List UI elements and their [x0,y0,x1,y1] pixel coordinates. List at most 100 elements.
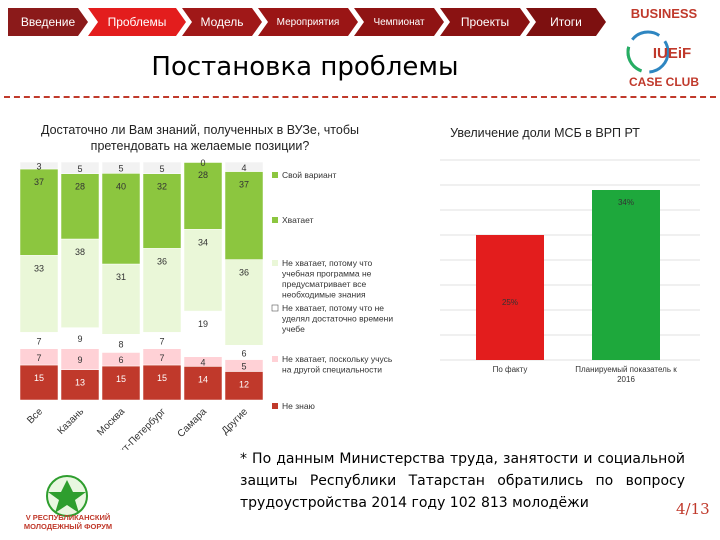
nav-problems[interactable]: Проблемы [88,8,186,36]
stacked-segment [19,161,59,170]
bar-category-label: По факту [493,365,528,374]
legend-label: Не хватает, потому что не уделял достаточ… [282,303,393,334]
nav-projects-label: Проекты [460,15,510,29]
segment-value-label: 7 [36,353,41,363]
stacked-segment [60,173,100,240]
category-label: Казань [56,406,87,437]
legend-swatch [272,356,278,362]
right-chart-title: Увеличение доли МСБ в ВРП РТ [450,126,640,140]
stacked-segment [224,171,264,260]
segment-value-label: 33 [34,263,44,273]
segment-value-label: 9 [77,334,82,344]
legend-swatch [272,403,278,409]
segment-value-label: 13 [75,378,85,388]
segment-value-label: 7 [36,337,41,347]
nav-intro[interactable]: Введение [8,8,88,36]
footnote-text: * По данным Министерства труда, занятост… [240,451,685,511]
logo-iueif-text: IUEiF [653,45,691,62]
segment-value-label: 5 [118,164,123,174]
stacked-segment [19,168,59,256]
segment-value-label: 36 [157,256,167,266]
forum-caption-line2: МОЛОДЕЖНЫЙ ФОРУМ [23,522,113,531]
stacked-segment [183,161,223,163]
bar-value-label: 25% [502,298,518,307]
stacked-segment [60,369,100,401]
logo-circle-accent-icon [626,30,670,74]
legend-label: Не хватает, поскольку учусь на другой спе… [282,354,393,375]
legend-swatch [272,172,278,178]
nav-problems-label: Проблемы [107,15,167,29]
youth-forum-logo [46,475,88,517]
segment-value-label: 36 [239,268,249,278]
stacked-segment [142,173,182,249]
forum-caption-line1: V РЕСПУБЛИКАНСКИЙ [25,513,111,522]
segment-value-label: 4 [200,358,205,368]
category-label: Москва [95,406,127,438]
page-number: 4/13 [676,500,710,518]
msb-bar-chart: 25% По факту 34% Планируемый показатель к 20… [440,159,700,384]
segment-value-label: 19 [198,319,208,329]
segment-value-label: 32 [157,182,167,192]
segment-value-label: 6 [118,355,123,365]
segment-value-label: 12 [239,379,249,389]
segment-value-label: 28 [75,182,85,192]
segment-value-label: 15 [116,374,126,384]
segment-value-label: 40 [116,181,126,191]
category-label: Самара [176,406,210,440]
segment-value-label: 3 [36,162,41,172]
segment-value-label: 6 [241,348,246,358]
business-case-club-logo: BUSINESS IUEiF CASE CLUB [626,6,699,89]
segment-value-label: 0 [200,158,205,168]
nav-championship-label: Чемпионат [373,16,425,28]
stacked-segment [142,248,182,333]
segment-value-label: 15 [157,373,167,383]
nav-events-label: Мероприятия [276,16,340,28]
bar [476,235,544,360]
nav-events[interactable]: Мероприятия [258,8,358,36]
segment-value-label: 7 [159,353,164,363]
segment-value-label: 4 [241,163,246,173]
bar-value-label: 34% [618,198,634,207]
stacked-segment [101,263,141,335]
legend-swatch [272,260,278,266]
nav-championship[interactable]: Чемпионат [354,8,444,36]
nav-results-label: Итоги [550,15,582,29]
stacked-segment [101,365,141,401]
stacked-segment [183,366,223,401]
title-divider [4,96,716,98]
stacked-segment [183,161,223,230]
nav-intro-label: Введение [20,15,76,29]
stacked-segment [183,310,223,357]
stacked-segment [19,255,59,333]
category-label: Другие [220,406,251,437]
segment-value-label: 5 [241,361,246,371]
forum-caption: V РЕСПУБЛИКАНСКИЙ МОЛОДЕЖНЫЙ ФОРУМ [8,513,128,531]
legend-swatch [272,217,278,223]
segment-value-label: 37 [34,177,44,187]
nav-model-label: Модель [200,15,244,29]
forum-star-icon [48,480,86,513]
stacked-segment [142,364,182,401]
nav-results[interactable]: Итоги [526,8,606,36]
logo-case-club-text: CASE CLUB [629,75,699,89]
stacked-segment [142,161,182,174]
legend-swatch [271,304,279,312]
stacked-segment [101,161,141,174]
page-title: Постановка проблемы [151,52,459,82]
segment-value-label: 9 [77,355,82,365]
nav-model[interactable]: Модель [182,8,262,36]
segment-value-label: 14 [198,374,208,384]
stacked-segment [60,238,100,328]
nav-projects[interactable]: Проекты [440,8,530,36]
segment-value-label: 15 [34,373,44,383]
segment-value-label: 8 [118,339,123,349]
legend-label: Не хватает, потому что учебная программа … [282,258,373,300]
segment-value-label: 38 [75,247,85,257]
stacked-segment [224,259,264,346]
segment-value-label: 31 [116,272,126,282]
segment-value-label: 5 [77,164,82,174]
logo-business-text: BUSINESS [631,6,698,21]
bar [592,190,660,360]
stacked-segment [101,173,141,265]
